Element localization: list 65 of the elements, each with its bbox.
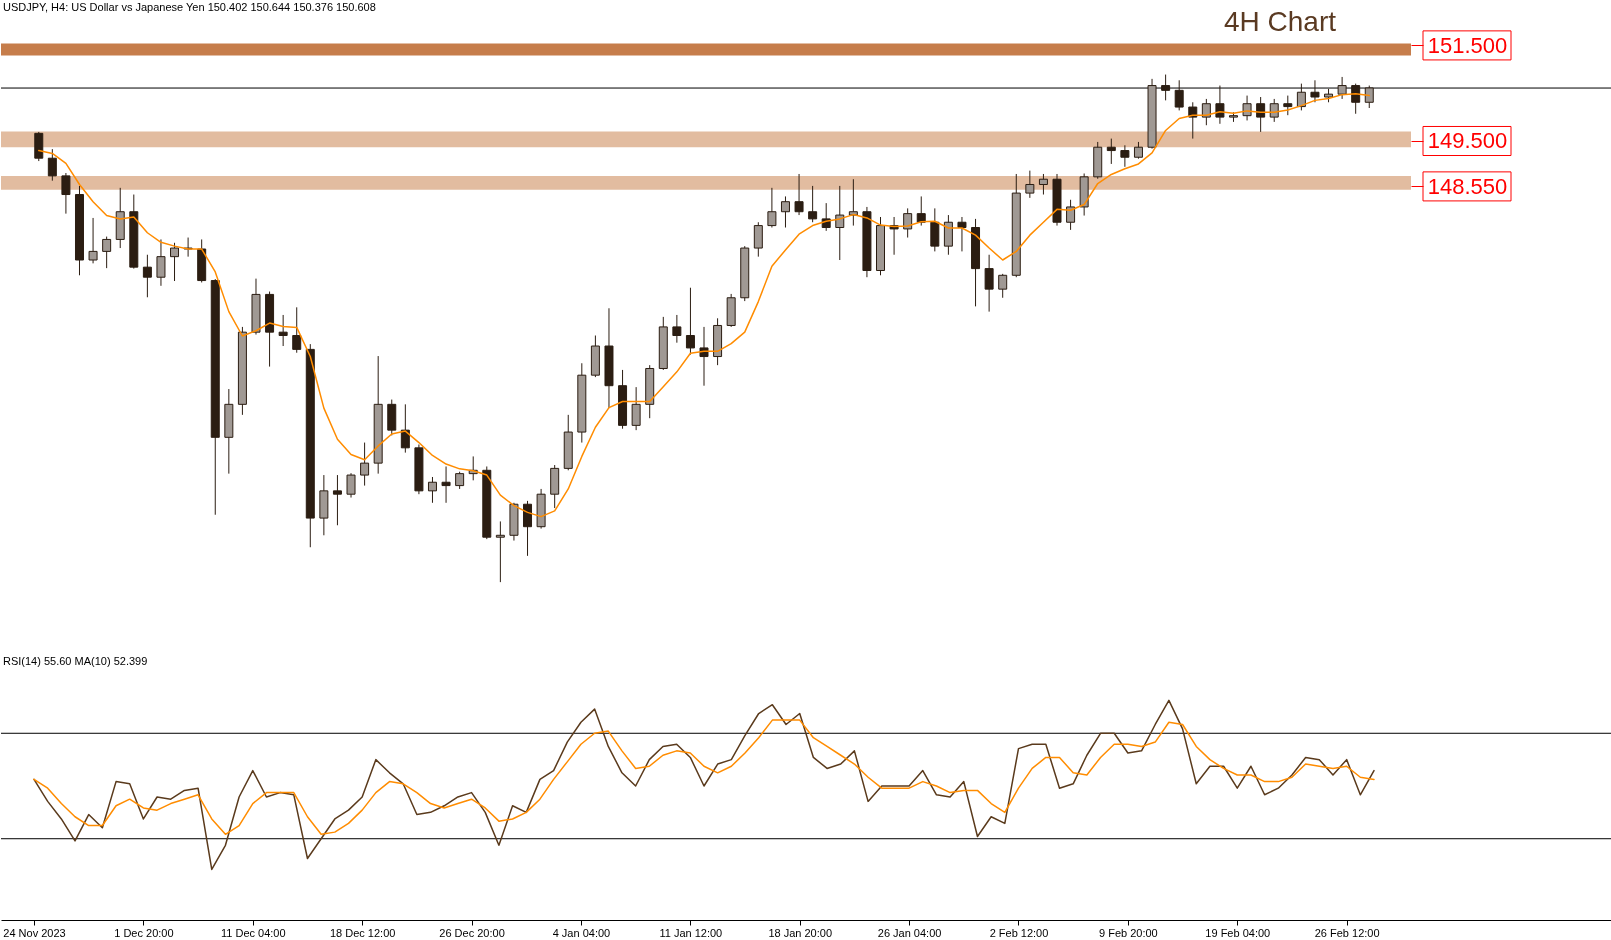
x-tick-label: 24 Nov 2023	[3, 926, 66, 939]
chart-title: 4H Chart	[1223, 6, 1337, 37]
candlestick	[903, 207, 913, 239]
x-tick-label: 18 Jan 20:00	[768, 926, 833, 939]
annotation: USDJPY, H4: US Dollar vs Japanese Yen 150.402 150.644 150.376 150.608	[3, 1, 376, 13]
candlestick	[631, 386, 641, 431]
candlestick	[156, 238, 166, 287]
x-tick-label: 11 Jan 12:00	[659, 926, 723, 939]
candlestick	[685, 287, 695, 356]
candlestick	[1161, 74, 1171, 101]
candlestick	[346, 472, 356, 499]
candlestick	[1283, 95, 1293, 116]
candlestick	[808, 185, 818, 223]
candlestick	[835, 185, 845, 261]
candlestick	[767, 187, 777, 228]
candlestick	[699, 326, 709, 387]
candlestick	[1256, 96, 1266, 133]
x-tick-label: 11 Dec 04:00	[220, 926, 286, 939]
x-tick-label: 19 Feb 04:00	[1205, 926, 1271, 939]
candlestick	[1106, 138, 1116, 165]
candlestick	[1337, 76, 1347, 100]
x-tick-label: 26 Feb 12:00	[1314, 926, 1380, 939]
candlestick	[1174, 79, 1184, 111]
candlestick	[523, 500, 533, 557]
candlestick	[332, 474, 342, 526]
candlestick	[102, 236, 112, 269]
candlestick	[47, 148, 57, 182]
x-tick-label: 4 Jan 04:00	[552, 926, 611, 939]
candlestick	[1120, 144, 1130, 168]
candlestick	[1215, 85, 1225, 125]
candlestick	[998, 273, 1008, 299]
candlestick	[672, 314, 682, 344]
x-tick-label: 18 Dec 12:00	[329, 926, 396, 939]
x-tick-label: 2 Feb 12:00	[989, 926, 1049, 939]
candlestick	[753, 221, 763, 258]
candlestick	[400, 403, 410, 454]
candlestick	[1310, 79, 1320, 103]
candlestick	[930, 207, 940, 252]
candlestick	[292, 306, 302, 354]
candlestick	[427, 476, 437, 504]
candlestick	[1269, 98, 1279, 123]
x-tick-label: 26 Dec 20:00	[439, 926, 505, 939]
candlestick	[142, 254, 152, 298]
candlestick	[1038, 173, 1048, 196]
candlestick	[780, 195, 790, 228]
candlestick	[170, 242, 180, 282]
candlestick	[360, 442, 370, 487]
x-tick-label: 9 Feb 20:00	[1099, 926, 1158, 939]
candlestick	[984, 254, 994, 313]
candlestick	[1364, 85, 1374, 109]
candlestick	[916, 195, 926, 227]
candlestick	[957, 216, 967, 252]
candlestick	[61, 172, 71, 215]
candlestick	[1066, 199, 1076, 231]
chart-title: RSI(14) 55.60 MA(10) 52.399	[3, 655, 148, 667]
candlestick	[88, 217, 98, 264]
x-tick-label: 26 Jan 04:00	[877, 926, 942, 939]
x-tick-label: 1 Dec 20:00	[114, 926, 174, 939]
candlestick	[441, 465, 451, 504]
candlestick	[794, 173, 804, 216]
candlestick	[1351, 83, 1361, 115]
candlestick	[495, 520, 505, 583]
candlestick	[1025, 170, 1035, 199]
candlestick	[278, 314, 288, 347]
candlestick	[943, 214, 953, 256]
